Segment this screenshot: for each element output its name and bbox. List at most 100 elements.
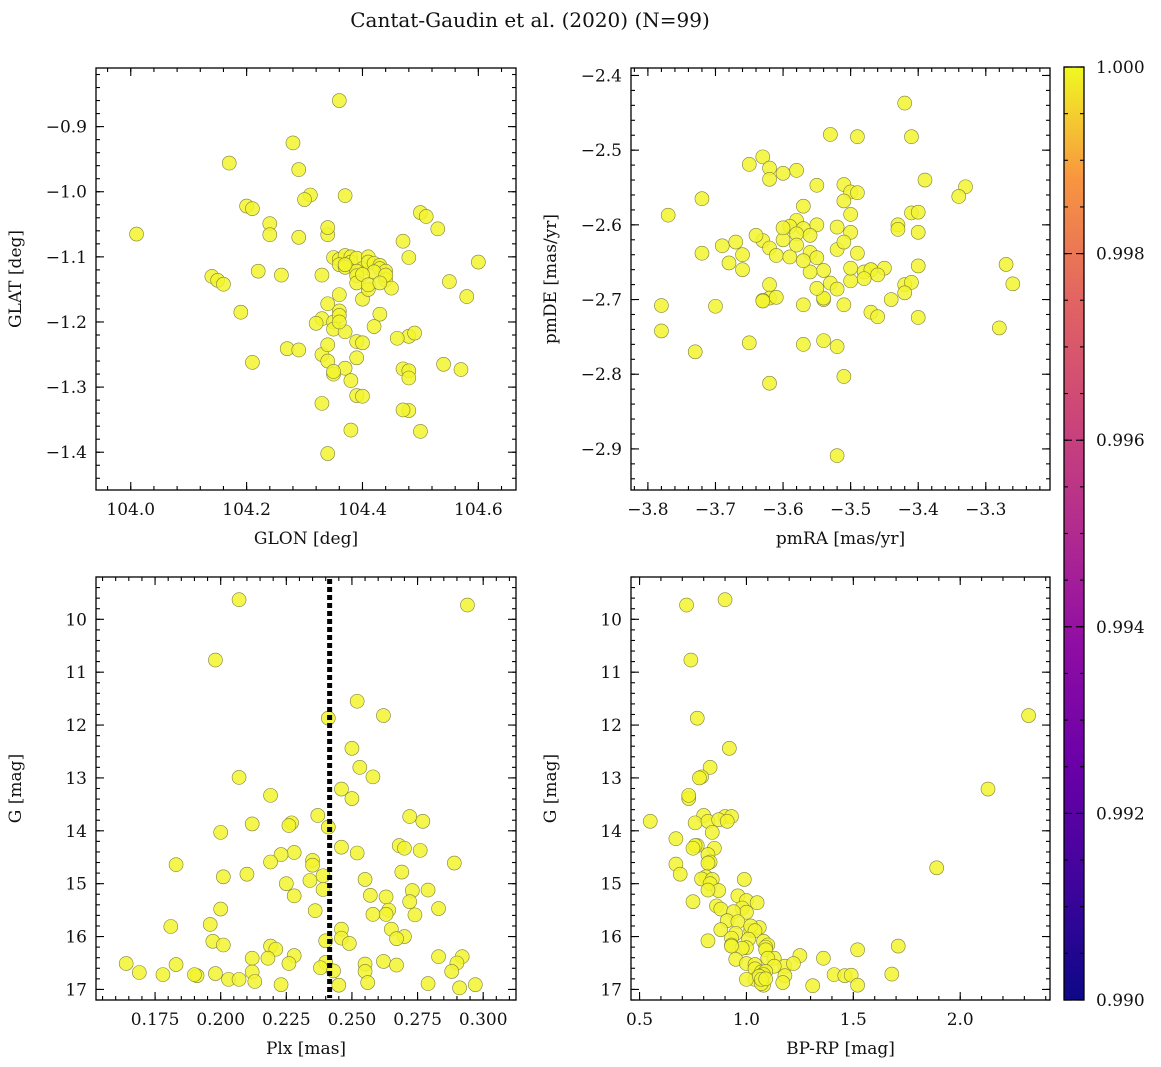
scatter-point [910,225,926,240]
scatter-point [310,808,326,823]
scatter-point [286,888,302,904]
scatter-point [213,901,228,917]
scatter-point [320,446,336,461]
scatter-point [274,267,289,283]
scatter-point [314,267,330,283]
scatter-point [444,964,459,979]
y-tick-label: −2.5 [581,141,622,161]
y-tick-label: 12 [65,716,87,736]
y-tick-label: 16 [65,928,87,948]
scatter-point [155,967,171,982]
scatter-points [118,592,483,996]
colorbar-tick-label: 0.992 [1096,804,1145,824]
scatter-point [247,974,263,989]
axes-frame [630,576,1051,1001]
scatter-point [904,129,919,145]
scatter-point [307,903,323,918]
scatter-point [376,954,391,969]
scatter-point [741,157,757,172]
scatter-point [654,298,669,313]
y-tick-label: −2.8 [581,365,622,385]
scatter-point [273,977,289,992]
scatter-point [713,922,729,937]
scatter-point [829,339,845,354]
scatter-point [263,854,278,870]
scatter-point [360,975,375,990]
scatter-point [782,249,798,265]
scatter-point [687,815,703,831]
scatter-point [758,971,773,987]
y-tick-label: 10 [600,610,622,630]
scatter-point [775,166,791,181]
x-axis-label: BP-RP [mag] [786,1039,895,1059]
scatter-point [683,652,699,668]
scatter-point [897,95,913,111]
scatter-point [132,965,147,980]
colorbar-tick-label: 0.996 [1096,431,1145,451]
y-axis-label: G [mag] [541,754,561,823]
scatter-point [768,248,784,263]
scatter-point [843,260,858,276]
scatter-point [786,956,801,971]
scatter-point [418,209,434,224]
scatter-point [378,889,394,905]
scatter-point [355,388,370,404]
scatter-point [735,247,750,263]
scatter-point [244,816,260,832]
x-tick-label: −3.6 [762,500,803,520]
scatter-point [735,262,750,277]
x-tick-label: 0.300 [459,1010,508,1030]
scatter-point [344,741,360,756]
scatter-point [349,350,364,366]
scatter-point [305,857,320,873]
scatter-point [762,375,777,391]
scatter-point [436,357,451,372]
scatter-point [890,938,906,954]
scatter-point [897,285,913,301]
x-axis-label: Plx [mas] [266,1039,346,1059]
y-tick-label: −1.1 [46,248,87,268]
scatter-point [796,337,811,352]
axes-frame [630,67,1051,491]
scatter-point [809,281,825,296]
scatter-point [679,597,694,613]
scatter-point [1021,708,1036,723]
x-tick-label: −3.7 [695,500,736,520]
scatter-point [459,289,475,304]
scatter-point [412,843,428,858]
scatter-point [415,813,431,829]
scatter-point [762,171,777,187]
scatter-point [208,652,223,668]
scatter-point [118,956,134,971]
scatter-point [700,882,716,898]
x-axis-label: pmRA [mas/yr] [776,529,905,549]
scatter-point [337,188,353,203]
scatter-point [802,228,818,243]
scatter-point [856,271,872,286]
scatter-point [980,781,996,797]
scatter-point [724,938,739,954]
y-tick-label: −2.4 [581,66,622,86]
scatter-point [829,281,845,297]
scatter-point [320,337,336,353]
scatter-point [642,813,658,829]
scatter-point [291,230,307,245]
scatter-point [702,760,718,775]
x-tick-label: 104.2 [222,500,271,520]
x-tick-label: −3.5 [830,500,871,520]
scatter-point [796,253,811,269]
scatter-point [768,289,784,305]
panel-proper-motion: −3.8 −3.7 −3.6 −3.5 −3.4 −3.3 −2.9 −2.8 −2.7 −2.6… [541,66,1051,549]
scatter-point [395,402,411,418]
colorbar-tick-label: 0.994 [1096,618,1145,638]
x-tick-label: 0.5 [626,1010,653,1030]
scatter-point [233,304,249,320]
scatter-point [239,866,255,882]
scatter-point [413,424,428,439]
panel-parallax-magnitude: 0.175 0.200 0.225 0.250 0.275 0.300 10 11 12 13 14… [6,576,517,1059]
scatter-point [332,314,347,330]
scatter-point [741,335,757,351]
y-tick-label: 15 [65,875,87,895]
scatter-point [337,257,353,272]
scatter-point [397,840,412,856]
